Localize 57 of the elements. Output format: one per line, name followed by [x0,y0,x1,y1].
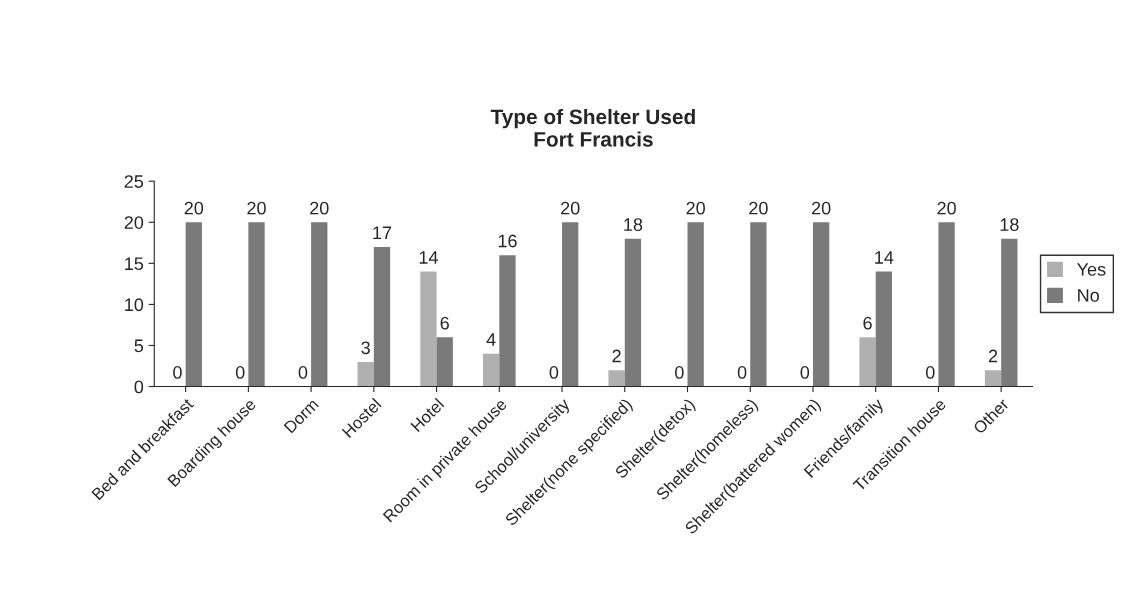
data-label: 18 [624,218,643,231]
data-label: 20 [561,201,580,215]
data-label: 0 [737,366,747,379]
data-label: 17 [373,226,392,239]
bar [875,271,893,387]
data-label: 0 [298,366,308,379]
legend-label: No [1078,289,1099,302]
data-label: 20 [310,201,329,215]
y-tick-label: 10 [125,298,144,312]
data-label: 6 [863,316,872,330]
bar [984,370,1002,387]
data-label: 2 [612,349,621,363]
bar [185,222,202,387]
bar [624,238,642,387]
data-label: 18 [1000,218,1019,231]
data-label: 6 [440,316,449,330]
data-label: 0 [549,366,559,379]
data-label: 20 [937,201,956,215]
data-label: 3 [361,341,370,355]
data-label: 0 [800,366,810,379]
bar [687,222,704,387]
bar [482,353,500,387]
bar [938,222,955,387]
bar [373,246,391,387]
bar [1001,238,1018,387]
y-tick-label: 15 [125,257,144,271]
data-label: 20 [184,201,204,215]
data-label: 14 [875,251,894,264]
y-tick-label: 20 [124,216,144,229]
y-tick-label: 0 [134,380,144,394]
y-tick-label: 25 [124,175,144,188]
data-label: 20 [247,201,266,215]
bar [436,337,453,387]
data-label: 4 [486,333,496,346]
bar [812,222,830,387]
data-label: 2 [988,349,998,363]
data-label: 0 [173,366,182,379]
data-label: 14 [419,251,438,264]
bar [248,222,265,387]
legend-label: Yes [1077,263,1106,276]
bar [750,222,767,387]
bar [859,337,876,387]
data-label: 0 [235,366,245,379]
data-label: 16 [498,234,517,248]
bar [608,370,625,387]
bar [357,361,374,387]
bar [499,255,516,387]
data-label: 20 [812,201,831,215]
data-label: 0 [675,366,684,379]
y-tick-label: 5 [134,339,144,353]
bar [311,222,328,387]
data-label: 20 [686,201,705,215]
chart-title: Type of Shelter Used Fort Francis [490,108,695,147]
data-label: 0 [925,366,935,379]
data-label: 20 [749,201,768,215]
bar [562,222,579,387]
bar [420,271,437,387]
